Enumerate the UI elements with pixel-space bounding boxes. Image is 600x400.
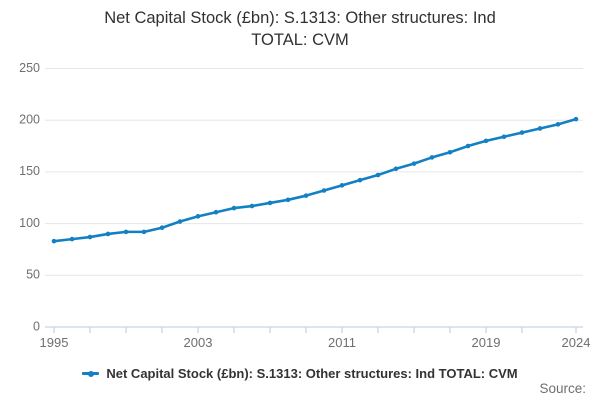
data-point-marker [429,155,435,160]
y-axis-label: 0 [33,319,40,333]
data-point-marker [573,116,579,122]
data-point-marker [141,229,147,235]
data-point-marker [411,161,417,166]
data-point-marker [267,200,273,206]
data-point-marker [177,219,183,224]
data-point-marker [231,205,237,211]
data-point-marker [159,225,165,231]
y-axis-label: 250 [19,61,40,75]
data-point-marker [213,209,219,215]
data-point-marker [87,234,93,240]
data-point-marker [447,149,453,155]
data-point-marker [519,130,525,135]
y-axis-label: 200 [19,112,40,126]
x-axis-label: 2003 [184,335,213,350]
data-point-marker [555,122,561,127]
data-point-marker [51,238,57,244]
chart-title-line1: Net Capital Stock (£bn): S.1313: Other s… [104,9,496,27]
x-axis-label: 2011 [328,335,356,350]
data-point-marker [537,126,543,131]
y-axis-label: 50 [26,268,40,282]
data-point-marker [483,138,489,144]
chart-title-line2: TOTAL: CVM [251,31,349,49]
chart-title: Net Capital Stock (£bn): S.1313: Other s… [0,7,600,51]
data-point-marker [375,172,381,178]
data-point-marker [465,143,471,149]
data-point-marker [339,183,345,188]
series-line [52,117,578,243]
legend-series-label[interactable]: Net Capital Stock (£bn): S.1313: Other s… [106,366,518,381]
y-axis-label: 100 [19,216,40,230]
data-point-marker [69,236,75,242]
data-point-marker [195,214,201,219]
data-point-marker [357,177,363,183]
data-point-marker [249,203,255,209]
x-axis-label: 2019 [472,335,501,350]
legend-line-marker-icon [82,370,100,377]
data-point-marker [123,229,129,235]
data-point-marker [321,188,327,193]
data-point-marker [501,134,507,140]
data-point-marker [393,166,399,172]
source-label: Source: [539,381,586,396]
x-axis-label: 1995 [40,335,69,350]
data-point-marker [303,193,309,198]
x-axis-label: 2024 [562,335,591,350]
legend: Net Capital Stock (£bn): S.1313: Other s… [0,366,600,381]
data-point-marker [285,197,291,203]
data-point-marker [105,231,111,237]
y-axis-label: 150 [19,164,40,178]
